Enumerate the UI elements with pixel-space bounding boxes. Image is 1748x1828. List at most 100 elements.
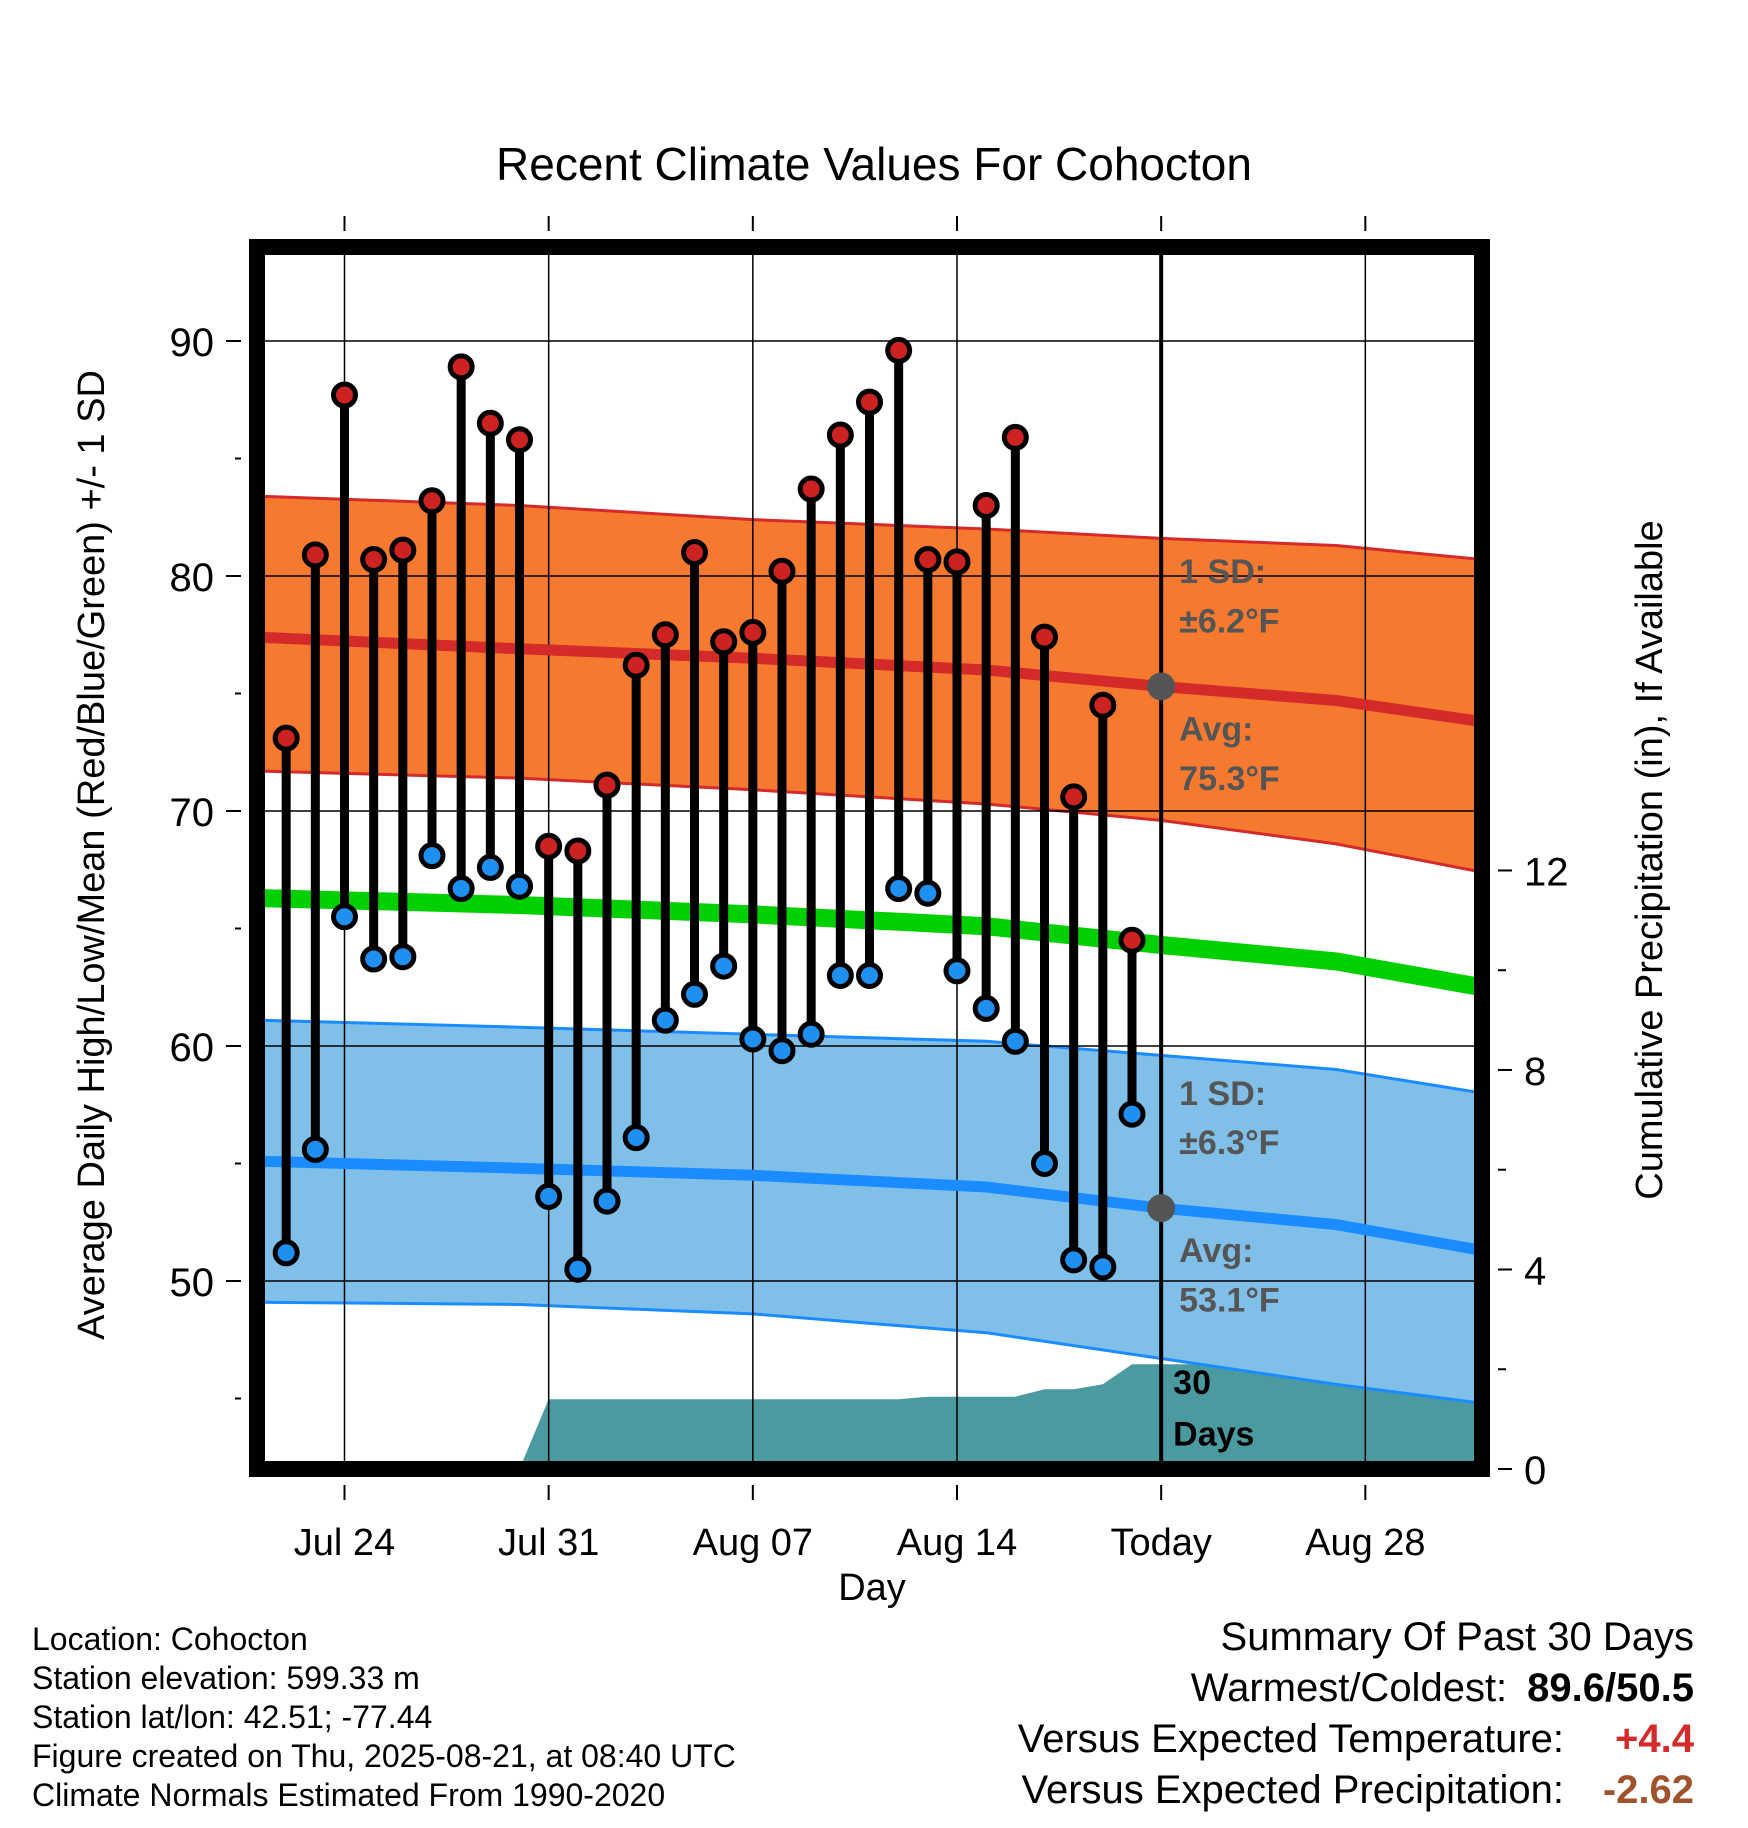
plot-frame (249, 239, 1490, 1477)
daily-high-point (943, 548, 971, 576)
chart-title: Recent Climate Values For Cohocton (496, 138, 1252, 190)
daily-low-point (418, 842, 446, 870)
elevation-text: Station elevation: 599.33 m (32, 1660, 420, 1696)
daily-high-point (710, 628, 738, 656)
daily-low-point (797, 1020, 825, 1048)
daily-low-point (506, 872, 533, 900)
summary-temp-row: Versus Expected Temperature: +4.4 (1018, 1714, 1694, 1765)
summary-precip-row: Versus Expected Precipitation: -2.62 (1018, 1765, 1694, 1816)
daily-low-point (1060, 1246, 1088, 1274)
low-avg-label: Avg: (1179, 1232, 1253, 1270)
daily-low-point (272, 1239, 300, 1267)
period-number: 30 (1173, 1364, 1211, 1402)
y-tick-label-right: 4 (1524, 1249, 1546, 1293)
y-tick-label-left: 90 (170, 321, 215, 365)
daily-low-point (768, 1037, 796, 1065)
daily-low-point (1118, 1100, 1146, 1128)
daily-low-point (1089, 1253, 1117, 1281)
y-axis-label-right: Cumulative Precipitation (in), If Availa… (1629, 520, 1671, 1199)
y-tick-label-right: 12 (1524, 850, 1569, 894)
summary-heading: Summary Of Past 30 Days (1220, 1615, 1694, 1659)
x-tick-label: Today (1110, 1522, 1211, 1564)
low-sd-upper-line (257, 1018, 1482, 1095)
daily-high-point (885, 336, 913, 364)
daily-low-point (360, 945, 388, 973)
daily-high-point (447, 353, 475, 381)
daily-high-point (826, 421, 854, 449)
precipitation-area (257, 1364, 1482, 1469)
high-avg-label: Avg: (1179, 711, 1253, 749)
plot-area (257, 247, 1482, 1469)
daily-high-point (651, 621, 679, 649)
x-tick-label: Aug 14 (897, 1522, 1017, 1564)
daily-high-point (418, 487, 446, 515)
normal-low-line (257, 1155, 1482, 1256)
low-sd-band (257, 1020, 1482, 1404)
daily-high-point (768, 557, 796, 585)
daily-low-point (301, 1135, 329, 1163)
daily-high-point (331, 381, 358, 409)
daily-high-point (535, 832, 563, 860)
daily-low-point (739, 1025, 767, 1053)
y-tick-label-left: 60 (170, 1026, 215, 1070)
x-tick-label: Jul 24 (294, 1522, 395, 1564)
y-tick-label-left: 50 (170, 1261, 215, 1305)
daily-high-point (1118, 926, 1146, 954)
location-text: Location: Cohocton (32, 1621, 308, 1657)
daily-high-point (564, 837, 592, 865)
daily-high-point (593, 771, 621, 799)
created-text: Figure created on Thu, 2025-08-21, at 08… (32, 1738, 736, 1774)
climate-chart: Recent Climate Values For Cohocton 1 SD:… (71, 138, 1671, 1609)
low-avg-value: 53.1°F (1179, 1282, 1280, 1320)
daily-high-point (506, 426, 533, 454)
today-low-avg-marker (1147, 1194, 1176, 1223)
daily-low-point (914, 879, 942, 907)
low-sd-label: 1 SD: (1179, 1075, 1266, 1113)
precip-label: Versus Expected Precipitation: (1021, 1768, 1564, 1812)
y-tick-label-left: 80 (170, 556, 215, 600)
daily-low-point (972, 994, 1000, 1022)
x-tick-label: Jul 31 (498, 1522, 599, 1564)
x-tick-label: Aug 28 (1305, 1522, 1425, 1564)
y-tick-label-left: 70 (170, 791, 215, 835)
daily-high-point (1060, 783, 1088, 811)
daily-high-point (797, 475, 825, 503)
period-label: Days (1173, 1416, 1254, 1454)
daily-high-point (389, 536, 417, 564)
daily-low-point (681, 980, 708, 1008)
low-sd-value: ±6.3°F (1179, 1124, 1279, 1162)
daily-low-point (826, 962, 854, 989)
daily-high-point (739, 618, 767, 646)
daily-high-point (272, 724, 300, 752)
warm-cold-value: 89.6/50.5 (1527, 1666, 1694, 1710)
x-tick-label: Aug 07 (693, 1522, 813, 1564)
x-axis-label: Day (838, 1567, 906, 1609)
temp-label: Versus Expected Temperature: (1017, 1717, 1564, 1761)
low-sd-lower-line (257, 1300, 1482, 1405)
summary-warm-cold-row: Warmest/Coldest: 89.6/50.5 (1018, 1663, 1694, 1714)
daily-low-point (1031, 1150, 1058, 1177)
high-sd-value: ±6.2°F (1179, 602, 1279, 640)
y-axis-label-left: Average Daily High/Low/Mean (Red/Blue/Gr… (71, 370, 113, 1340)
daily-high-point (972, 492, 1000, 519)
warm-cold-label: Warmest/Coldest: (1190, 1666, 1508, 1710)
station-info: Location: Cohocton Station elevation: 59… (32, 1620, 736, 1815)
daily-high-point (1031, 623, 1058, 651)
today-high-avg-marker (1147, 672, 1176, 701)
daily-high-point (1089, 691, 1117, 719)
temp-value: +4.4 (1615, 1717, 1694, 1761)
daily-low-point (710, 952, 738, 980)
daily-low-point (593, 1187, 621, 1215)
daily-low-point (564, 1255, 592, 1283)
daily-high-point (476, 409, 504, 437)
summary-panel: Summary Of Past 30 Days Warmest/Coldest:… (1018, 1612, 1694, 1816)
daily-high-point (622, 651, 650, 679)
latlon-text: Station lat/lon: 42.51; -77.44 (32, 1699, 433, 1735)
high-avg-value: 75.3°F (1179, 760, 1280, 798)
daily-low-point (885, 875, 913, 903)
daily-high-point (360, 546, 388, 574)
daily-low-point (389, 943, 417, 971)
high-sd-label: 1 SD: (1179, 553, 1266, 591)
daily-low-point (1001, 1027, 1029, 1055)
daily-high-point (681, 539, 708, 566)
